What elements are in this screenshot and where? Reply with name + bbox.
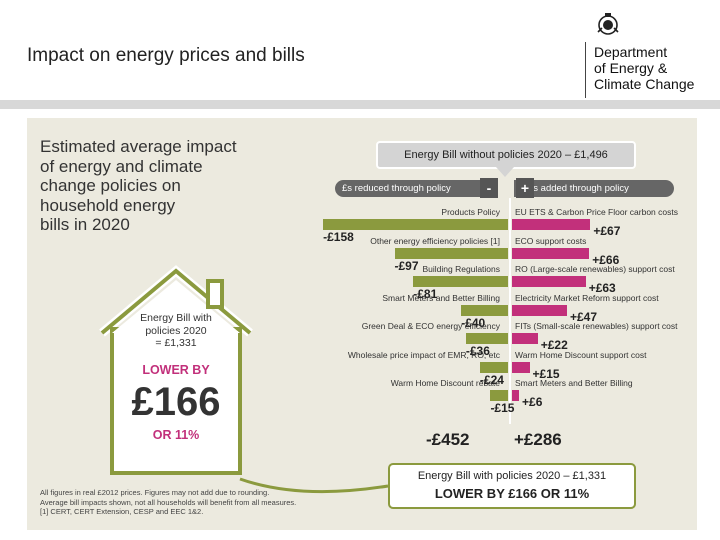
reduced-value-label: -£158 [323, 230, 354, 244]
logo-line-1: Department [594, 44, 668, 60]
reduced-value-label: -£36 [465, 344, 490, 358]
added-value-label: +£66 [592, 252, 620, 267]
house-line: policies 2020 [145, 324, 207, 337]
added-bar [512, 333, 538, 344]
reduced-bar [490, 390, 508, 401]
added-value-label: +£22 [540, 338, 568, 352]
house-line: = £1,331 [155, 337, 197, 349]
reduced-category-label: Products Policy [441, 207, 500, 217]
added-category-label: FITs (Small-scale renewables) support co… [515, 321, 678, 331]
reduced-value-label: -£15 [490, 401, 515, 415]
footnotes: All figures in real £2012 prices. Figure… [40, 488, 296, 517]
added-value-label: +£47 [569, 309, 598, 324]
center-axis [509, 198, 511, 424]
total-reduced: -£452 [426, 430, 470, 449]
infographic-heading: Estimated average impact of energy and c… [40, 137, 237, 235]
reduced-category-label: Building Regulations [422, 264, 501, 274]
footnote: [1] CERT, CERT Extension, CESP and EEC 1… [40, 507, 204, 516]
heading-line: household energy [40, 195, 176, 215]
reduced-bar [394, 247, 508, 259]
reduced-bar [479, 361, 508, 373]
bill-with-policies-box: Energy Bill with policies 2020 – £1,331 … [388, 463, 636, 509]
reduced-category-label: Warm Home Discount rebate [390, 378, 500, 388]
total-added: +£286 [514, 430, 562, 449]
reduced-bar [465, 333, 508, 344]
added-bar [512, 361, 530, 373]
bill-reduction-line: LOWER BY £166 OR 11% [434, 486, 590, 501]
department-logo: Department of Energy & Climate Change [585, 12, 715, 98]
footnote: Average bill impacts shown, not all hous… [40, 497, 297, 507]
house-line: Energy Bill with [140, 312, 212, 324]
added-bar [512, 276, 586, 287]
logo-line-2: of Energy & [594, 60, 668, 76]
royal-crest-icon [597, 13, 619, 35]
logo-divider [585, 42, 586, 98]
added-value-label: +£63 [588, 281, 616, 295]
reduced-value-label: -£97 [394, 258, 419, 273]
added-category-label: EU ETS & Carbon Price Floor carbon costs [515, 207, 678, 217]
bill-with-policies-line: Energy Bill with policies 2020 – £1,331 [417, 470, 607, 482]
reduced-category-label: Wholesale price impact of EMR, RO, etc [347, 349, 500, 360]
added-bar [512, 304, 567, 316]
added-category-label: RO (Large-scale renewables) support cost [515, 264, 675, 274]
added-bar [512, 247, 590, 259]
added-category-label: Smart Meters and Better Billing [515, 378, 633, 388]
heading-line: Estimated average impact [40, 137, 237, 156]
slide-title: Impact on energy prices and bills [27, 45, 305, 66]
house-saving-percent: OR 11% [152, 428, 200, 442]
reduced-category-label: Green Deal & ECO energy efficiency [361, 321, 500, 331]
added-category-label: ECO support costs [515, 235, 587, 246]
heading-line: of energy and climate [40, 156, 203, 176]
house-lower-by: LOWER BY [142, 363, 210, 377]
logo-line-3: Climate Change [594, 76, 695, 92]
plus-sign-icon: + [516, 178, 534, 198]
footnote: All figures in real £2012 prices. Figure… [40, 488, 270, 497]
house-icon [99, 265, 253, 475]
house-saving-amount: £166 [131, 380, 221, 424]
minus-sign-icon: - [480, 178, 498, 198]
added-header: £s added through policy [514, 180, 674, 197]
reduced-header: £s reduced through policy [335, 180, 495, 197]
reduced-bar [323, 219, 508, 230]
bill-without-policies-box: Energy Bill without policies 2020 – £1,4… [376, 141, 636, 169]
added-value-label: +£15 [532, 366, 560, 381]
added-category-label: Warm Home Discount support cost [515, 349, 647, 360]
house-bill-text: Energy Bill with policies 2020 = £1,331 [116, 312, 236, 350]
added-category-label: Electricity Market Reform support cost [515, 292, 659, 303]
reduced-value-label: -£40 [461, 315, 486, 330]
heading-line: change policies on [40, 176, 181, 195]
reduced-value-label: -£81 [413, 287, 438, 301]
reduced-bar [413, 276, 508, 287]
reduced-bar [461, 304, 508, 316]
reduced-category-label: Other energy efficiency policies [1] [370, 235, 500, 246]
added-bar [512, 390, 520, 401]
reduced-value-label: -£24 [479, 372, 504, 387]
added-bar [512, 219, 591, 230]
bill-without-policies-pointer [496, 167, 514, 177]
added-value-label: +£6 [522, 395, 543, 409]
heading-line: bills in 2020 [40, 215, 130, 234]
reduced-category-label: Smart Meters and Better Billing [382, 292, 500, 303]
header-rule [0, 100, 720, 109]
added-value-label: +£67 [593, 224, 621, 238]
